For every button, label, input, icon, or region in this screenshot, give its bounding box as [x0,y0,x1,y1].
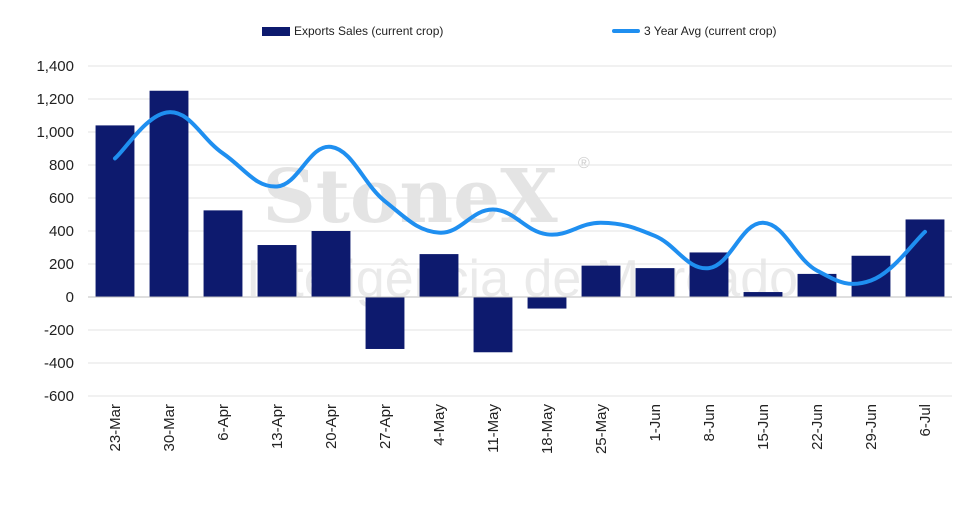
bar-29-jun [851,255,891,297]
bar-13-apr [257,245,297,297]
watermark-registered: ® [578,155,590,172]
y-axis-ticks: 1,400 1,200 1,000 800 600 400 200 0 -200 -400 -600 [36,58,74,405]
x-tick-label: 18-May [539,404,556,455]
x-tick-label: 15-Jun [755,404,772,450]
avg-line [113,110,927,286]
x-tick-label: 6-Jul [917,404,934,437]
x-tick-label: 22-Jun [809,404,826,450]
x-tick-label: 11-May [485,404,502,453]
y-tick-label: -400 [44,355,74,372]
bar-1-jun [635,268,675,297]
y-tick-label: 1,200 [36,91,74,108]
x-tick-label: 23-Mar [107,404,124,452]
bar-18-may [527,297,567,309]
y-tick-label: -600 [44,388,74,405]
bar-22-jun [797,273,837,297]
x-tick-label: 1-Jun [647,404,664,442]
x-tick-label: 13-Apr [269,404,286,449]
legend-swatch-line [612,29,640,33]
y-tick-label: 200 [49,256,74,273]
y-tick-label: 1,000 [36,124,74,141]
legend-label-line: 3 Year Avg (current crop) [644,24,777,38]
x-tick-label: 20-Apr [323,404,340,449]
y-tick-label: -200 [44,322,74,339]
y-tick-label: 800 [49,157,74,174]
bar-6-apr [203,210,243,297]
legend-item-bar: Exports Sales (current crop) [262,24,443,38]
x-tick-label: 29-Jun [863,404,880,450]
watermark-brand: StoneX [262,154,558,240]
bar-27-apr [365,297,405,349]
grid [88,65,952,397]
legend-item-line: 3 Year Avg (current crop) [612,24,777,38]
y-tick-label: 600 [49,190,74,207]
legend: Exports Sales (current crop) 3 Year Avg … [0,24,974,44]
y-tick-label: 1,400 [36,58,74,75]
x-tick-label: 8-Jun [701,404,718,442]
bar-11-may [473,297,513,353]
bar-15-jun [743,292,783,297]
bar-30-mar [149,90,189,297]
legend-label-bar: Exports Sales (current crop) [294,24,444,38]
y-tick-label: 0 [66,289,74,306]
bar-25-may [581,265,621,297]
bar-series [95,90,945,353]
y-tick-label: 400 [49,223,74,240]
bar-23-mar [95,125,135,298]
x-tick-label: 4-May [431,404,448,446]
bar-4-may [419,254,459,297]
x-tick-label: 27-Apr [377,404,394,449]
x-tick-label: 30-Mar [161,404,178,452]
x-tick-label: 25-May [593,404,610,455]
legend-swatch-bar [262,26,290,36]
x-tick-label: 6-Apr [215,404,232,441]
bar-20-apr [311,231,351,297]
x-axis-ticks: 23-Mar 30-Mar 6-Apr 13-Apr 20-Apr 27-Apr 4-May… [107,404,934,455]
